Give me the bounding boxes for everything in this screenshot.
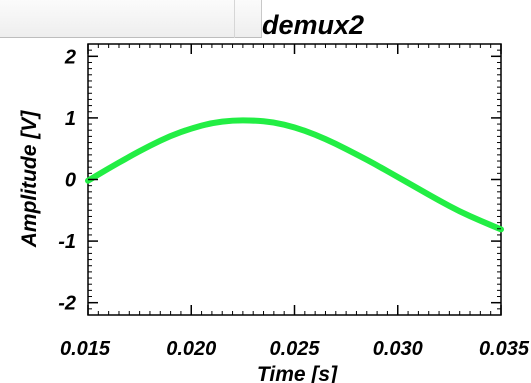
y-tick-labels: -2 -1 0 1 2 [58, 46, 76, 314]
x-ticks [87, 44, 502, 315]
x-tick-labels: 0.015 0.020 0.025 0.030 0.035 [60, 338, 530, 360]
y-ticks [88, 43, 501, 316]
y-tick-label: 1 [65, 108, 76, 130]
y-tick-label: 2 [64, 46, 76, 68]
window-tab-strip [0, 0, 262, 38]
x-tick-label: 0.015 [60, 338, 111, 360]
x-axis-label: Time [s] [257, 363, 338, 383]
y-tick-label: 0 [65, 170, 76, 192]
chart-title: demux2 [262, 10, 364, 40]
y-tick-label: -1 [58, 231, 76, 253]
plot-lines [85, 117, 504, 233]
x-tick-label: 0.025 [269, 338, 320, 360]
x-tick-label: 0.020 [166, 338, 216, 360]
y-tick-label: -2 [58, 293, 76, 315]
x-tick-label: 0.035 [479, 338, 530, 360]
x-tick-label: 0.030 [373, 338, 423, 360]
series-line [85, 117, 504, 233]
y-axis-label: Amplitude [V] [18, 110, 41, 248]
plot-frame [87, 43, 502, 316]
